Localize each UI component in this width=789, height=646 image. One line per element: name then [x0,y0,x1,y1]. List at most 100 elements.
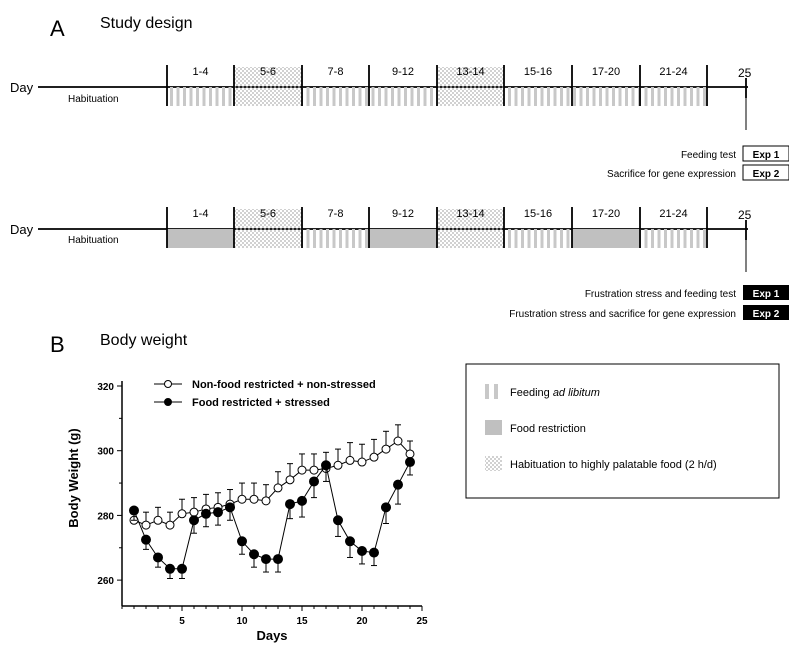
data-point-1-0 [129,505,139,516]
timeline-1-exp1-tag: Exp 1 [753,150,780,161]
key-feeding-label: Feeding ad libitum [510,387,600,399]
timeline-2-exp2-text: Frustration stress and sacrifice for gen… [509,309,736,320]
timeline-2-cell-8 [640,229,707,248]
timeline-2: Day Habituation 1-4 5-6 7-8 9-12 13-14 15-16 1… [10,207,789,320]
legend-marker-open [164,380,172,388]
timeline-1-period-label-8: 21-24 [659,66,687,78]
timeline-1-exp2-tag: Exp 2 [753,169,780,180]
timeline-1-period-label-2: 5-6 [260,66,276,78]
data-point-1-4 [177,563,187,574]
data-point-1-13 [285,499,295,510]
legend-marker-filled [164,398,172,406]
data-point-0-10 [249,494,259,504]
data-point-0-9 [237,494,247,504]
timeline-1-exp1-box [742,145,789,162]
timeline-1-exp1-text: Feeding test [681,150,736,161]
timeline-2-label-bg-5 [437,209,504,229]
y-tick-label-260: 260 [97,576,114,587]
timeline-2-cell-3 [302,229,369,248]
data-point-1-5 [189,515,199,526]
data-point-0-4 [177,509,187,519]
data-point-1-17 [333,515,343,526]
timeline-1-habituation-label: Habituation [68,94,119,105]
data-point-1-15 [309,476,319,487]
timeline-2-period-label-7: 17-20 [592,208,620,220]
panel-a-title: Study design [100,15,193,32]
timeline-1-period-label-7: 17-20 [592,66,620,78]
data-point-0-2 [153,515,163,525]
timeline-2-cell-1 [167,229,234,248]
data-point-0-21 [381,444,391,454]
timeline-1-cell-2 [234,87,302,106]
timeline-2-period-label-3: 7-8 [328,208,344,220]
data-point-1-6 [201,508,211,519]
timeline-1-cell-5 [437,87,504,106]
chart-xlabel: Days [256,628,287,643]
timeline-2-exp1-text: Frustration stress and feeding test [585,289,736,300]
data-point-0-3 [165,520,175,530]
timeline-2-period-label-2: 5-6 [260,208,276,220]
data-point-1-22 [393,479,403,490]
timeline-1-exp2-box [742,164,789,181]
data-point-1-18 [345,536,355,547]
legend-label-filled: Food restricted + stressed [192,397,330,409]
timeline-1-exp2-text: Sacrifice for gene expression [607,169,736,180]
data-point-0-1 [141,520,151,530]
y-tick-label-280: 280 [97,511,114,522]
timeline-2-period-label-1: 1-4 [193,208,209,220]
timeline-2-period-label-5: 13-14 [456,208,484,220]
data-point-0-12 [273,483,283,493]
legend-label-open: Non-food restricted + non-stressed [192,379,376,391]
data-point-1-8 [225,502,235,513]
timeline-1-period-label-3: 7-8 [328,66,344,78]
timeline-2-day-label: Day [10,222,34,237]
timeline-2-label-bg-2 [234,209,302,229]
data-point-0-11 [261,496,271,506]
timeline-2-exp1-tag: Exp 1 [753,289,780,300]
timeline-1-period-label-1: 1-4 [193,66,209,78]
data-point-1-12 [273,554,283,565]
data-point-0-20 [369,452,379,462]
data-point-0-15 [309,465,319,475]
timeline-2-exp1-box [743,285,789,300]
data-point-0-17 [333,460,343,470]
body-weight-chart: 5 10 15 20 25 260 280 300 320 Days Body Weight (… [66,381,428,643]
data-point-1-14 [297,495,307,506]
timeline-1-period-label-5: 13-14 [456,66,484,78]
x-tick-label-10: 10 [236,616,248,627]
timeline-1-day-label: Day [10,80,34,95]
series-restricted [129,457,415,579]
timeline-2-cell-2 [234,229,302,248]
data-point-1-10 [249,549,259,560]
data-point-1-2 [153,552,163,563]
timeline-2-exp2-box [743,305,789,320]
key-feeding-swatch [485,384,498,399]
x-tick-label-5: 5 [179,616,185,627]
x-tick-label-15: 15 [296,616,308,627]
chart-legend: Non-food restricted + non-stressed Food … [154,379,376,409]
data-point-1-23 [405,457,415,468]
y-tick-label-300: 300 [97,447,114,458]
timeline-1-cell-6 [504,87,572,106]
data-point-1-3 [165,563,175,574]
timeline-2-end-day: 25 [738,208,752,222]
data-point-0-14 [297,465,307,475]
timeline-1-cell-1 [167,87,234,106]
data-point-0-23 [405,449,415,459]
data-point-1-19 [357,546,367,556]
timeline-1-cell-3 [302,87,369,106]
panel-b-letter: B [50,332,65,357]
panel-b-title: Body weight [100,332,188,349]
x-tick-label-20: 20 [356,616,368,627]
timeline-2-period-label-6: 15-16 [524,208,552,220]
data-point-1-1 [141,534,151,545]
timeline-2-habituation-label: Habituation [68,235,119,246]
timeline-2-period-label-8: 21-24 [659,208,687,220]
timeline-2-cell-4 [369,229,437,248]
key-restriction-swatch [485,420,502,435]
key-box-frame [465,363,780,499]
y-tick-label-320: 320 [97,382,114,393]
timeline-2-cell-6 [504,229,572,248]
timeline-1-label-bg-5 [437,67,504,87]
